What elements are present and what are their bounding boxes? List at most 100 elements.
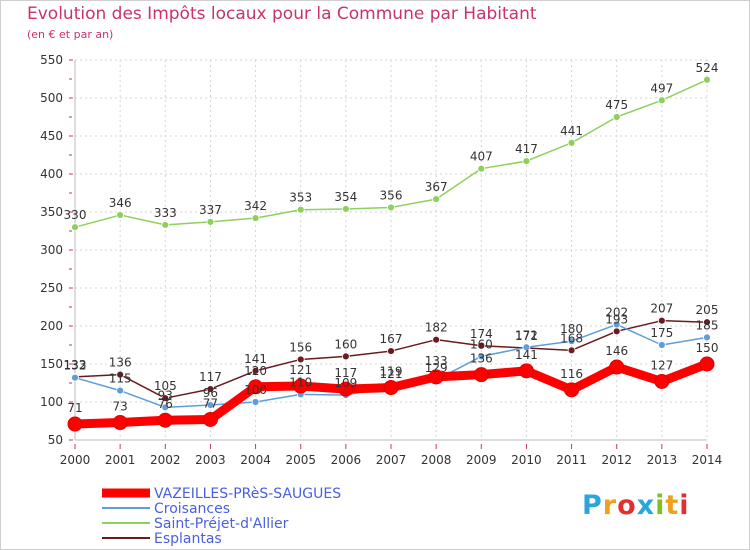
series-point-croisances (612, 320, 621, 329)
data-label-saint-pr-jet-d-allier: 333 (154, 206, 177, 220)
series-point-saint-pr-jet-d-allier (477, 164, 486, 173)
y-tick-label: 250 (40, 281, 63, 295)
data-label-croisances: 160 (470, 337, 493, 351)
series-point-saint-pr-jet-d-allier (71, 223, 79, 232)
x-tick-label: 2012 (601, 453, 632, 467)
series-point-saint-pr-jet-d-allier (522, 157, 531, 165)
series-point-vazeilles-pr-s-saugues (699, 356, 715, 372)
chart-title: Evolution des Impôts locaux pour la Comm… (27, 4, 537, 24)
data-label-saint-pr-jet-d-allier: 417 (515, 142, 538, 156)
data-label-croisances: 115 (109, 372, 132, 386)
data-label-esplantas: 117 (199, 370, 222, 384)
series-point-saint-pr-jet-d-allier (432, 195, 441, 203)
series-point-esplantas (341, 352, 350, 361)
series-point-saint-pr-jet-d-allier (116, 211, 125, 219)
x-tick-label: 2011 (556, 453, 587, 467)
series-point-esplantas (206, 385, 215, 393)
data-label-croisances: 109 (334, 376, 357, 390)
logo-letter: i (679, 490, 690, 521)
series-point-vazeilles-pr-s-saugues (428, 369, 444, 385)
y-tick-label: 50 (48, 433, 63, 447)
data-label-saint-pr-jet-d-allier: 407 (470, 150, 493, 164)
series-point-esplantas (116, 370, 125, 379)
data-label-vazeilles-pr-s-saugues: 116 (560, 367, 583, 381)
series-point-croisances (206, 401, 215, 409)
legend: VAZEILLES-PRèS-SAUGUESCroisancesSaint-Pr… (102, 486, 341, 547)
data-label-croisances: 110 (289, 375, 312, 389)
data-label-croisances: 100 (244, 383, 267, 397)
x-tick-label: 2007 (376, 453, 407, 467)
data-label-saint-pr-jet-d-allier: 346 (109, 196, 132, 210)
data-label-saint-pr-jet-d-allier: 337 (199, 203, 222, 217)
data-label-croisances: 129 (425, 361, 448, 375)
series-point-vazeilles-pr-s-saugues (518, 363, 534, 379)
data-label-vazeilles-pr-s-saugues: 150 (696, 341, 719, 355)
series-point-croisances (567, 337, 576, 346)
series-point-vazeilles-pr-s-saugues (293, 378, 309, 394)
series-point-esplantas (251, 366, 260, 375)
y-tick-label: 350 (40, 205, 63, 219)
series-point-vazeilles-pr-s-saugues (609, 359, 625, 375)
series-point-vazeilles-pr-s-saugues (202, 411, 218, 427)
data-label-vazeilles-pr-s-saugues: 121 (289, 363, 312, 377)
series-point-croisances (657, 341, 666, 349)
data-label-vazeilles-pr-s-saugues: 73 (113, 400, 128, 414)
data-label-saint-pr-jet-d-allier: 524 (696, 61, 719, 75)
series-point-vazeilles-pr-s-saugues (383, 380, 399, 396)
series-point-vazeilles-pr-s-saugues (564, 382, 580, 398)
x-tick-label: 2006 (331, 453, 362, 467)
series-point-esplantas (703, 318, 711, 327)
legend-label: Croisances (154, 501, 230, 517)
data-label-esplantas: 160 (334, 337, 357, 351)
series-point-esplantas (161, 394, 170, 403)
x-tick-label: 2005 (285, 453, 316, 467)
data-label-esplantas: 141 (244, 352, 267, 366)
series-point-vazeilles-pr-s-saugues (473, 367, 489, 383)
series-point-croisances (251, 398, 260, 406)
x-tick-label: 2001 (105, 453, 136, 467)
data-label-saint-pr-jet-d-allier: 356 (380, 188, 403, 202)
logo-letter: P (582, 490, 603, 521)
data-label-saint-pr-jet-d-allier: 354 (334, 190, 357, 204)
x-tick-label: 2003 (195, 453, 226, 467)
x-tick-label: 2010 (511, 453, 542, 467)
y-tick-label: 500 (40, 91, 63, 105)
data-label-croisances: 175 (650, 326, 673, 340)
data-label-vazeilles-pr-s-saugues: 71 (67, 401, 82, 415)
series (67, 75, 715, 432)
series-point-vazeilles-pr-s-saugues (157, 412, 173, 428)
data-label-croisances: 96 (203, 386, 218, 400)
axes: 50 100 150 200 250 300 350 400 450 500 550 2000 2001… (40, 53, 722, 467)
series-point-vazeilles-pr-s-saugues (112, 415, 128, 431)
logo-letter: t (665, 490, 680, 521)
data-label-vazeilles-pr-s-saugues: 119 (380, 365, 403, 379)
data-label-saint-pr-jet-d-allier: 497 (650, 81, 673, 95)
logo-letter: i (655, 490, 666, 521)
data-label-esplantas: 133 (64, 358, 87, 372)
y-tick-label: 100 (40, 395, 63, 409)
data-label-croisances: 202 (605, 305, 628, 319)
logo-letter: o (617, 490, 637, 521)
data-label-esplantas: 193 (605, 312, 628, 326)
data-label-vazeilles-pr-s-saugues: 141 (515, 348, 538, 362)
series-point-saint-pr-jet-d-allier (657, 96, 666, 105)
data-label-saint-pr-jet-d-allier: 353 (289, 191, 312, 205)
series-point-saint-pr-jet-d-allier (161, 221, 170, 229)
data-label-croisances: 132 (64, 359, 87, 373)
series-point-croisances (71, 373, 79, 382)
series-point-saint-pr-jet-d-allier (251, 214, 260, 222)
data-label-esplantas: 182 (425, 321, 448, 335)
data-label-esplantas: 205 (696, 303, 719, 317)
data-label-croisances: 93 (158, 388, 173, 402)
data-label-vazeilles-pr-s-saugues: 146 (605, 344, 628, 358)
y-tick-label: 150 (40, 357, 63, 371)
series-point-croisances (116, 386, 125, 395)
data-label-vazeilles-pr-s-saugues: 133 (425, 354, 448, 368)
data-label-croisances: 180 (560, 322, 583, 336)
legend-label: VAZEILLES-PRèS-SAUGUES (154, 486, 341, 502)
data-label-esplantas: 156 (289, 340, 312, 354)
series-point-croisances (477, 352, 486, 361)
series-point-saint-pr-jet-d-allier (567, 138, 576, 147)
series-point-croisances (703, 333, 711, 342)
logo-letter: x (636, 490, 656, 521)
